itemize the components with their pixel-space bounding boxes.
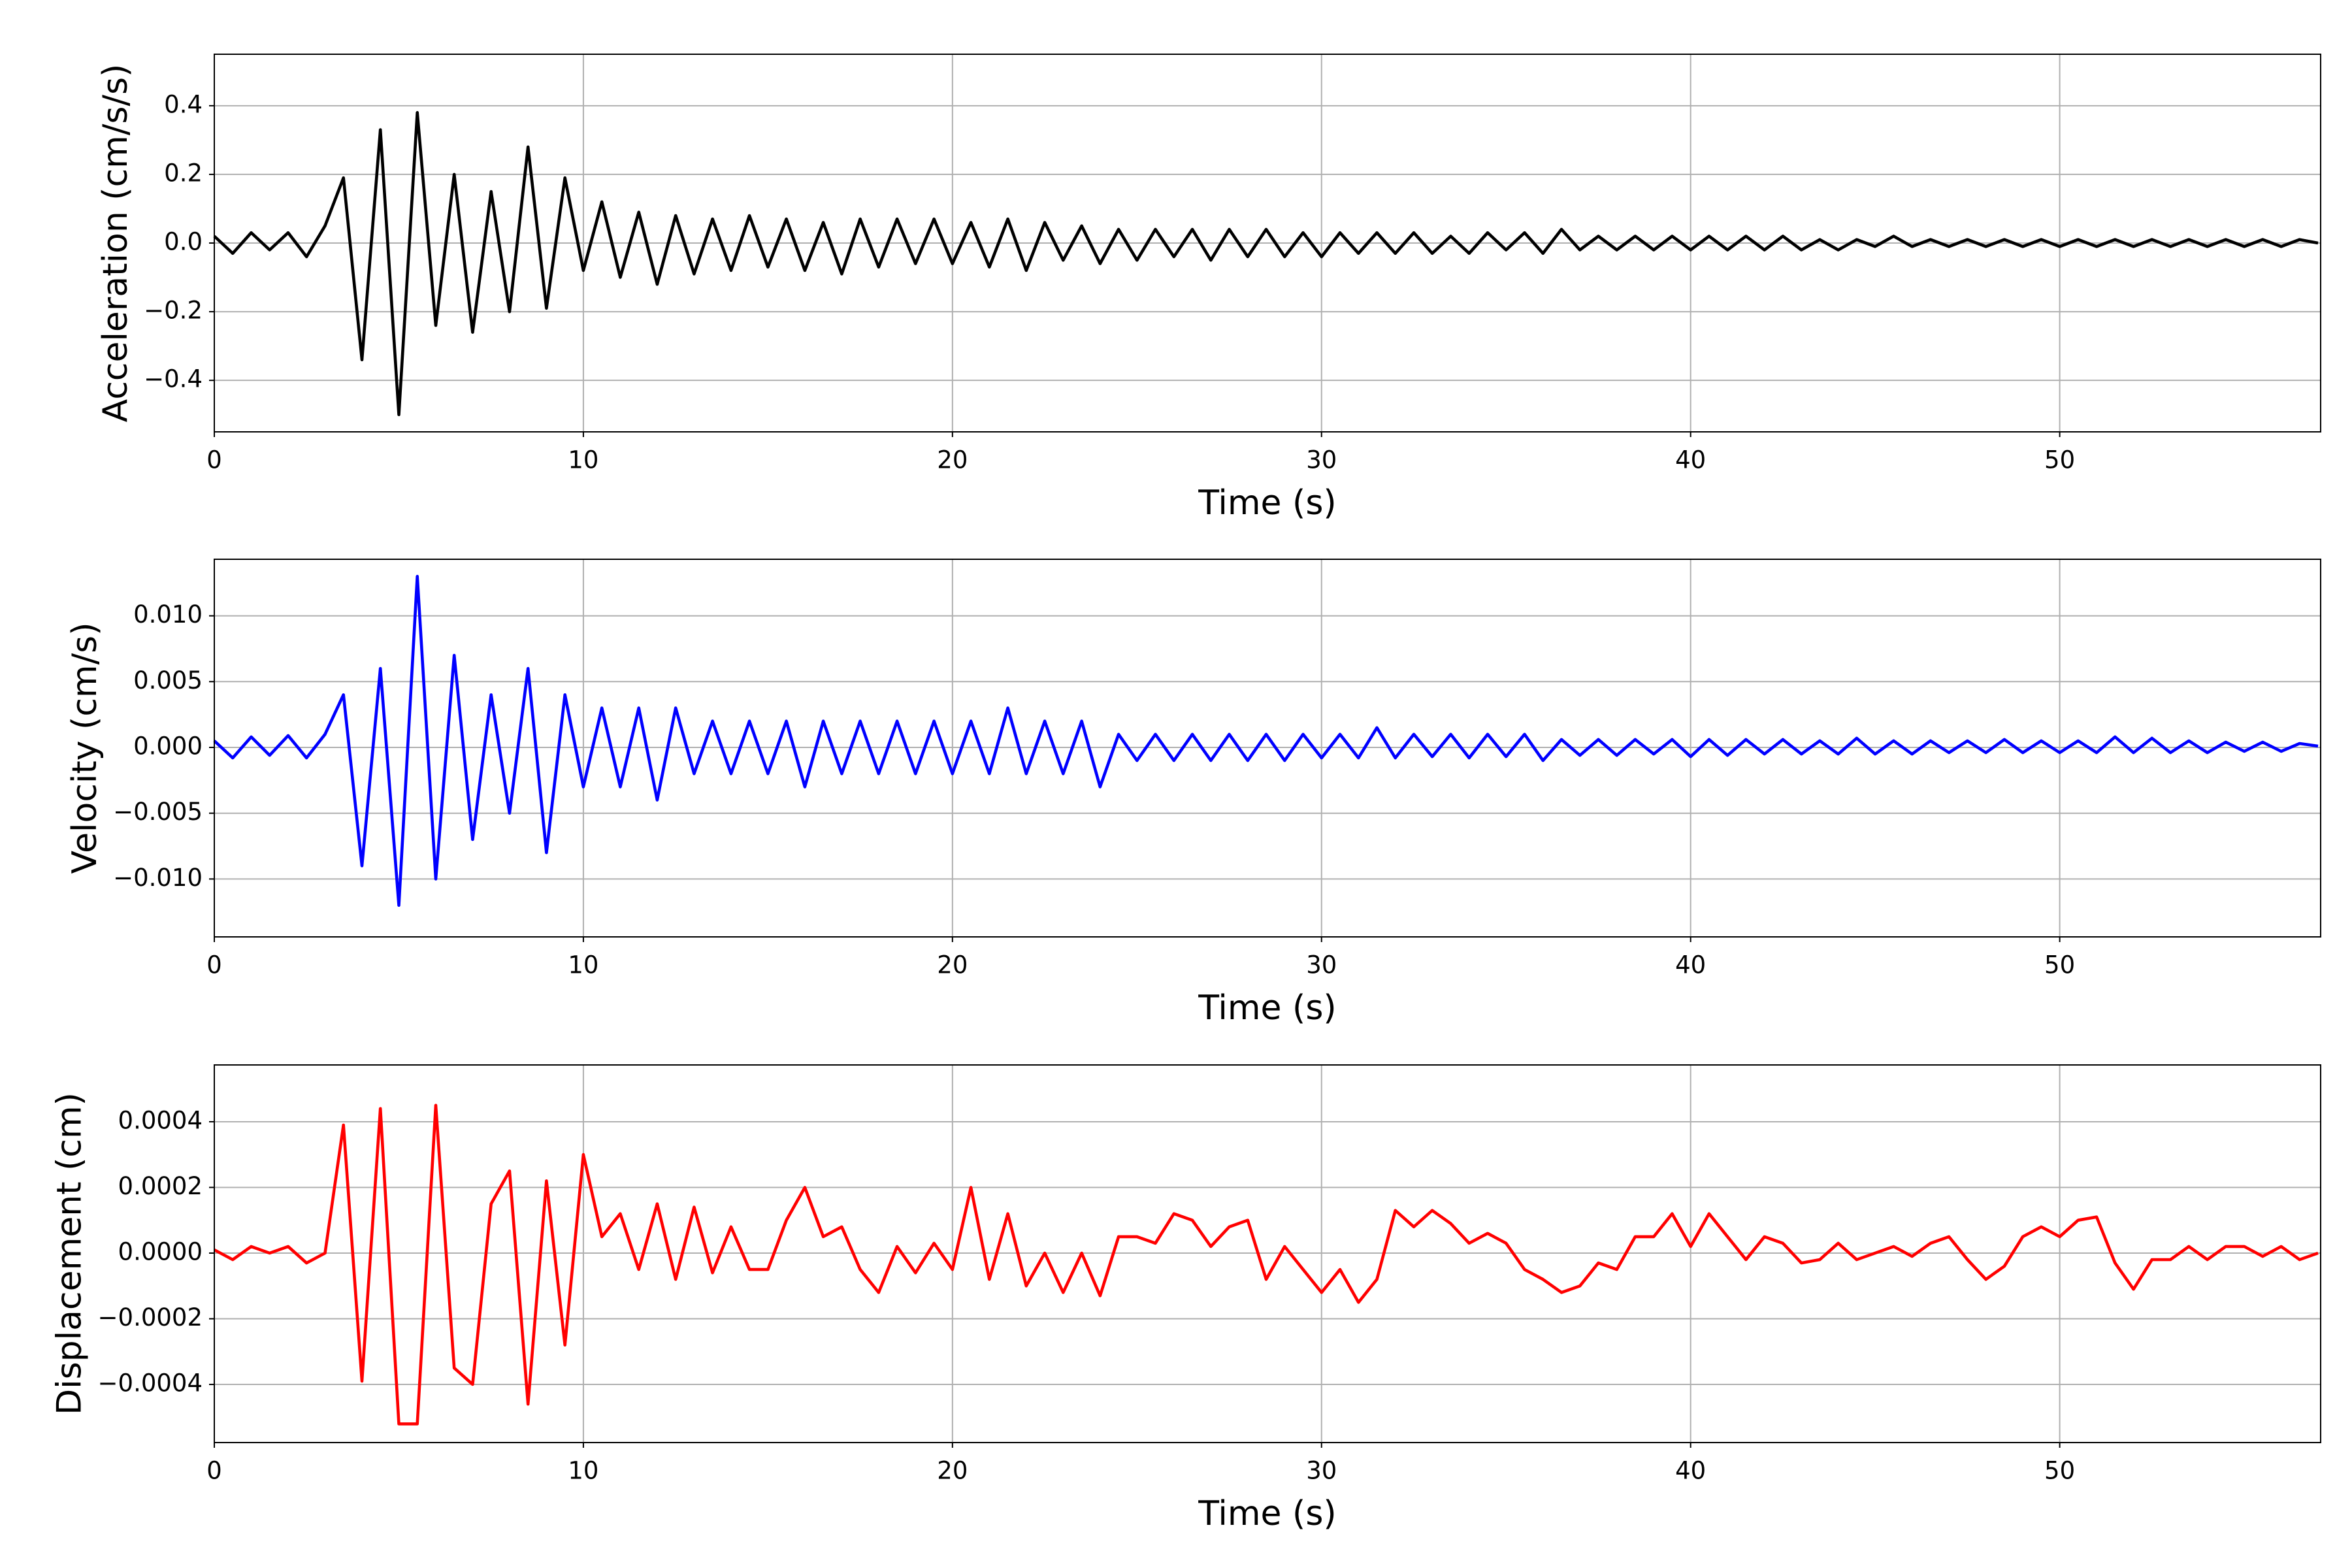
y-tick-label: 0.2 bbox=[164, 159, 203, 187]
y-tick-label: 0.000 bbox=[133, 732, 203, 760]
y-tick-label: −0.0002 bbox=[98, 1303, 203, 1331]
x-tick-label: 10 bbox=[568, 1457, 598, 1485]
y-tick-label: 0.0004 bbox=[118, 1106, 203, 1134]
subplot: 0 10 20 30 40 50 −0.0004 −0.0002 0.0000 0.0002 0.0… bbox=[50, 1064, 2321, 1533]
y-tick-label: 0.0002 bbox=[118, 1172, 203, 1200]
signal-line bbox=[213, 1103, 2319, 1426]
x-tick-label: 20 bbox=[937, 1457, 968, 1485]
y-tick-label: 0.0 bbox=[164, 228, 203, 256]
x-tick-label: 40 bbox=[1675, 1457, 1706, 1485]
plot-area bbox=[214, 559, 2321, 937]
x-tick-label: 50 bbox=[2044, 951, 2075, 979]
x-tick-label: 0 bbox=[206, 446, 222, 474]
x-tick-label: 30 bbox=[1306, 446, 1337, 474]
signal-line bbox=[213, 574, 2319, 907]
y-tick-label: −0.0004 bbox=[98, 1369, 203, 1397]
plot-frame bbox=[214, 54, 2321, 433]
x-tick-label: 40 bbox=[1675, 446, 1706, 474]
x-tick-label: 0 bbox=[206, 1457, 222, 1485]
subplot: 0 10 20 30 40 50 −0.4 −0.2 0.0 0.2 0.4 Time (s) Acce… bbox=[96, 54, 2321, 523]
x-axis-label: Time (s) bbox=[1198, 1494, 1336, 1533]
y-tick-label: 0.005 bbox=[133, 666, 203, 694]
y-tick-label: −0.2 bbox=[144, 297, 203, 325]
x-tick-label: 50 bbox=[2044, 1457, 2075, 1485]
subplot: 0 10 20 30 40 50 −0.010 −0.005 0.000 0.005 0.010 Ti… bbox=[65, 559, 2321, 1028]
x-tick-label: 50 bbox=[2044, 446, 2075, 474]
x-tick-label: 10 bbox=[568, 951, 598, 979]
x-axis-label: Time (s) bbox=[1198, 988, 1336, 1028]
y-axis-label: Acceleration (cm/s/s) bbox=[96, 64, 135, 423]
x-tick-label: 0 bbox=[206, 951, 222, 979]
x-tick-label: 30 bbox=[1306, 1457, 1337, 1485]
x-tick-label: 20 bbox=[937, 446, 968, 474]
y-tick-label: 0.4 bbox=[164, 90, 203, 118]
y-tick-label: −0.010 bbox=[113, 864, 203, 892]
x-tick-label: 20 bbox=[937, 951, 968, 979]
x-tick-label: 40 bbox=[1675, 951, 1706, 979]
x-tick-label: 10 bbox=[568, 446, 598, 474]
plot-area bbox=[214, 1065, 2321, 1443]
y-tick-label: −0.4 bbox=[144, 365, 203, 393]
y-tick-label: −0.005 bbox=[113, 798, 203, 826]
plot-frame bbox=[214, 559, 2321, 938]
x-axis-label: Time (s) bbox=[1198, 483, 1336, 523]
y-tick-label: 0.0000 bbox=[118, 1237, 203, 1266]
x-tick-label: 30 bbox=[1306, 951, 1337, 979]
y-tick-label: 0.010 bbox=[133, 600, 203, 629]
signal-line bbox=[213, 111, 2319, 416]
y-axis-label: Displacement (cm) bbox=[50, 1092, 90, 1415]
plot-frame bbox=[214, 1064, 2321, 1443]
y-axis-label: Velocity (cm/s) bbox=[65, 623, 105, 874]
